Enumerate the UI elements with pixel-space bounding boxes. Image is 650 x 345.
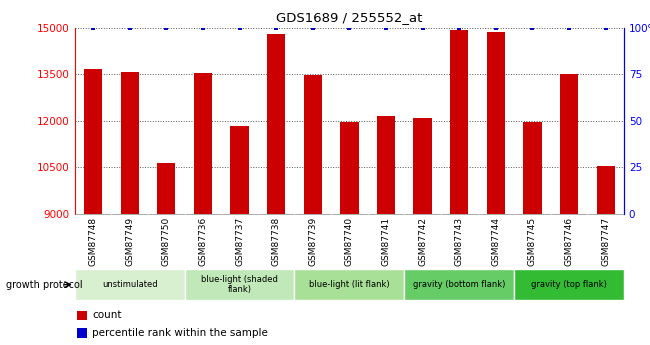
Point [564, 25, 575, 30]
Point [344, 25, 355, 30]
Text: gravity (bottom flank): gravity (bottom flank) [413, 280, 506, 289]
Point [454, 25, 464, 30]
Point [601, 25, 611, 30]
Text: percentile rank within the sample: percentile rank within the sample [92, 328, 268, 338]
Bar [304, 75, 322, 214]
Bar [294, 269, 404, 300]
Bar [120, 72, 139, 214]
Bar [77, 328, 87, 338]
Point [527, 25, 538, 30]
Bar [340, 122, 359, 214]
Bar [404, 269, 514, 300]
Bar [230, 126, 249, 214]
Bar [75, 269, 185, 300]
Bar [413, 118, 432, 214]
Bar [450, 30, 469, 214]
Bar [597, 166, 615, 214]
Bar [77, 310, 87, 320]
Bar [185, 269, 294, 300]
Bar [523, 122, 541, 214]
Bar [84, 69, 102, 214]
Point [271, 25, 281, 30]
Point [234, 25, 244, 30]
Bar [267, 34, 285, 214]
Bar [514, 269, 624, 300]
Text: growth protocol: growth protocol [6, 280, 83, 289]
Bar [377, 116, 395, 214]
Text: unstimulated: unstimulated [102, 280, 157, 289]
Bar [157, 162, 176, 214]
Bar [560, 74, 578, 214]
Point [125, 25, 135, 30]
Text: gravity (top flank): gravity (top flank) [531, 280, 607, 289]
Point [417, 25, 428, 30]
Point [491, 25, 501, 30]
Point [161, 25, 172, 30]
Title: GDS1689 / 255552_at: GDS1689 / 255552_at [276, 11, 422, 24]
Bar [487, 32, 505, 214]
Point [88, 25, 98, 30]
Point [381, 25, 391, 30]
Bar [194, 73, 212, 214]
Point [198, 25, 208, 30]
Text: count: count [92, 310, 122, 320]
Text: blue-light (lit flank): blue-light (lit flank) [309, 280, 390, 289]
Point [307, 25, 318, 30]
Text: blue-light (shaded
flank): blue-light (shaded flank) [201, 275, 278, 294]
